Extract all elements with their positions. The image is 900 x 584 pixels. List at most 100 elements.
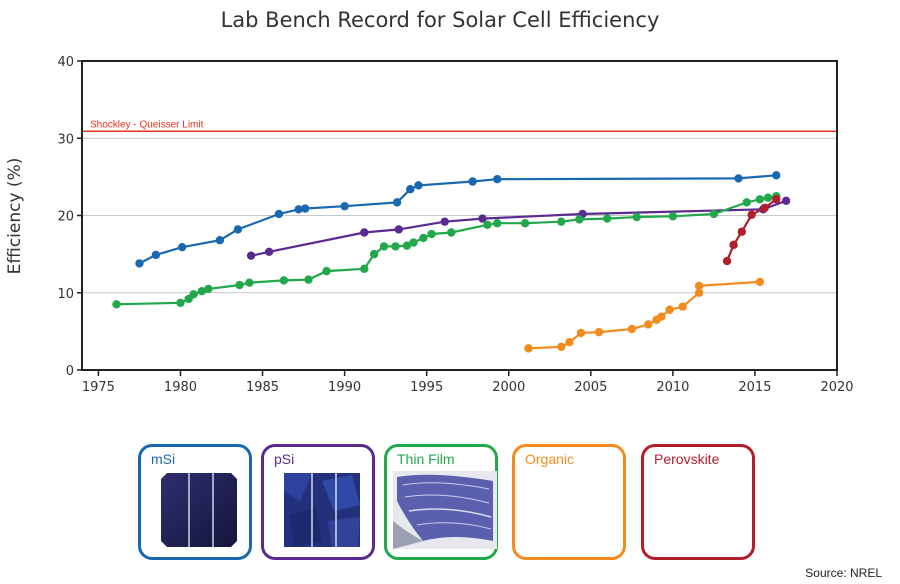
data-point-thin-film [360, 264, 369, 274]
x-tick-label: 1980 [164, 380, 197, 395]
legend-label-thin-film: Thin Film [397, 451, 455, 467]
data-point-thin-film [402, 241, 412, 250]
data-point-thin-film [763, 193, 773, 202]
data-point-thin-film [369, 249, 379, 259]
x-tick-label: 1975 [82, 380, 115, 395]
data-point-organic [557, 342, 566, 352]
gridlines [82, 137, 837, 294]
data-point-thin-film [391, 242, 400, 251]
data-point-thin-film [279, 276, 289, 285]
data-point-msi [493, 174, 502, 184]
data-point-thin-film [176, 298, 185, 307]
data-point-psi [478, 214, 487, 223]
data-point-msi [734, 174, 743, 183]
data-point-thin-film [379, 242, 389, 251]
data-point-psi [440, 217, 449, 226]
data-point-organic [576, 328, 586, 338]
y-axis-label: Efficiency (%) [5, 158, 25, 275]
legend-psi: pSi [261, 444, 375, 560]
data-point-perovskite [772, 195, 781, 204]
data-point-msi [468, 177, 477, 186]
data-point-thin-film [483, 220, 492, 229]
data-point-perovskite [747, 210, 756, 219]
data-point-thin-film [189, 290, 198, 299]
series-organic [524, 277, 765, 353]
x-tick-label: 2000 [492, 380, 525, 395]
legend-label-psi: pSi [274, 451, 295, 467]
y-tick-label: 40 [57, 55, 74, 70]
x-tick-label: 2015 [738, 380, 771, 395]
data-point-thin-film [632, 212, 641, 222]
data-point-thin-film [419, 233, 428, 243]
x-tick-label: 1990 [328, 380, 361, 395]
legend-label-perovskite: Perovskite [654, 451, 720, 467]
data-point-msi [772, 171, 781, 180]
data-point-msi [301, 204, 310, 213]
data-point-thin-film [304, 275, 313, 284]
data-point-organic [524, 344, 533, 353]
series-msi [135, 171, 781, 268]
data-point-organic [657, 312, 666, 321]
data-point-organic [678, 302, 687, 311]
series-line-organic [528, 280, 760, 350]
data-point-perovskite [737, 227, 747, 236]
legend-perovskite: Perovskite [641, 444, 755, 560]
series-perovskite [722, 195, 781, 266]
legend-thin-film: Thin Film [384, 444, 498, 560]
series-group [112, 171, 791, 353]
data-point-organic [694, 281, 704, 290]
data-point-thin-film [668, 212, 678, 221]
chart-title: Lab Bench Record for Solar Cell Efficien… [221, 8, 660, 32]
data-point-msi [151, 250, 161, 260]
data-point-msi [294, 205, 303, 214]
data-point-organic [627, 324, 637, 334]
data-point-psi [781, 196, 791, 206]
data-point-thin-film [603, 214, 612, 223]
data-point-organic [694, 288, 704, 297]
data-point-msi [414, 181, 423, 190]
series-line-psi [250, 199, 787, 257]
data-point-organic [665, 305, 674, 314]
data-point-thin-film [520, 219, 530, 228]
data-point-msi [233, 225, 243, 234]
msi-cell-image [159, 471, 239, 549]
data-point-psi [246, 251, 256, 260]
y-tick-label: 0 [66, 364, 74, 379]
data-point-thin-film [245, 278, 254, 287]
thin-film-image [393, 471, 497, 549]
data-point-msi [215, 236, 225, 245]
axis-ticks: 0 10 20 30 40 1975 1980 1985 1990 1995 2000 2005 201… [57, 55, 853, 395]
x-tick-label: 1985 [246, 380, 279, 395]
data-point-thin-film [235, 280, 244, 290]
data-point-organic [644, 320, 653, 329]
data-point-psi [360, 228, 369, 237]
data-point-thin-film [709, 209, 719, 219]
data-point-thin-film [204, 284, 213, 294]
data-point-perovskite [760, 203, 769, 212]
data-point-thin-film [427, 229, 436, 239]
data-point-thin-film [447, 228, 456, 237]
y-tick-label: 30 [57, 132, 74, 147]
data-point-thin-film [197, 287, 207, 296]
data-point-organic [755, 277, 765, 287]
source-note: Source: NREL [805, 566, 882, 580]
data-point-thin-film [575, 215, 584, 224]
reference-line-group: Shockley - Queisser Limit [82, 119, 837, 133]
data-point-thin-film [557, 217, 566, 226]
data-point-msi [274, 209, 284, 219]
psi-cell-image [282, 471, 362, 549]
x-tick-label: 2020 [820, 380, 853, 395]
legend-msi: mSi [138, 444, 252, 560]
legend-label-msi: mSi [151, 451, 176, 467]
legend-organic: Organic [512, 444, 626, 560]
x-tick-label: 1995 [410, 380, 443, 395]
data-point-perovskite [722, 256, 732, 266]
series-line-msi [138, 174, 777, 265]
data-point-thin-film [409, 238, 418, 247]
legend-label-organic: Organic [525, 451, 575, 467]
data-point-psi [264, 247, 274, 257]
data-point-thin-film [493, 219, 502, 228]
x-tick-label: 2005 [574, 380, 607, 395]
data-point-msi [177, 242, 187, 252]
reference-line-label: Shockley - Queisser Limit [90, 119, 204, 130]
